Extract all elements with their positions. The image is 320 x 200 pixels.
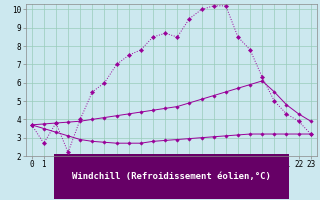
X-axis label: Windchill (Refroidissement éolien,°C): Windchill (Refroidissement éolien,°C) [72,172,271,181]
